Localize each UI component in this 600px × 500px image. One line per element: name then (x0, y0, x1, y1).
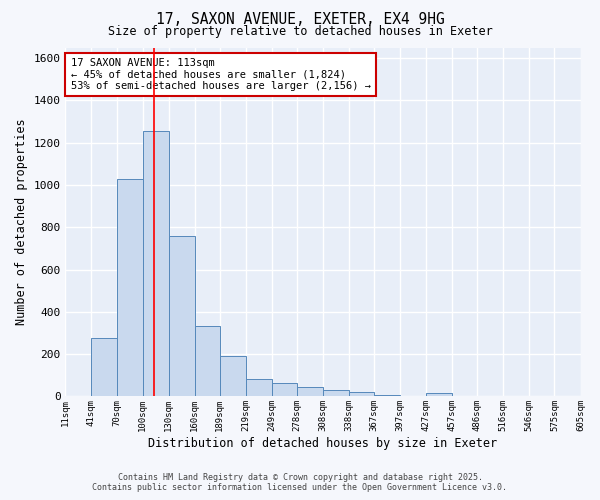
Bar (116, 178, 143, 396)
X-axis label: Distribution of detached houses by size in Exeter: Distribution of detached houses by size … (148, 437, 497, 450)
Bar (349, 392, 374, 396)
Bar (581, 394, 600, 396)
Bar (297, 387, 323, 396)
Bar (272, 382, 297, 396)
Bar (194, 326, 220, 396)
Bar (143, 131, 169, 396)
Bar (169, 236, 194, 396)
Bar (246, 380, 272, 396)
Y-axis label: Number of detached properties: Number of detached properties (15, 118, 28, 326)
Text: Contains HM Land Registry data © Crown copyright and database right 2025.
Contai: Contains HM Land Registry data © Crown c… (92, 473, 508, 492)
Text: 17 SAXON AVENUE: 113sqm
← 45% of detached houses are smaller (1,824)
53% of semi: 17 SAXON AVENUE: 113sqm ← 45% of detache… (71, 58, 371, 91)
Bar (91, 338, 116, 396)
Text: 17, SAXON AVENUE, EXETER, EX4 9HG: 17, SAXON AVENUE, EXETER, EX4 9HG (155, 12, 445, 28)
Bar (220, 356, 246, 397)
Bar (426, 393, 452, 396)
Text: Size of property relative to detached houses in Exeter: Size of property relative to detached ho… (107, 25, 493, 38)
Bar (323, 390, 349, 396)
